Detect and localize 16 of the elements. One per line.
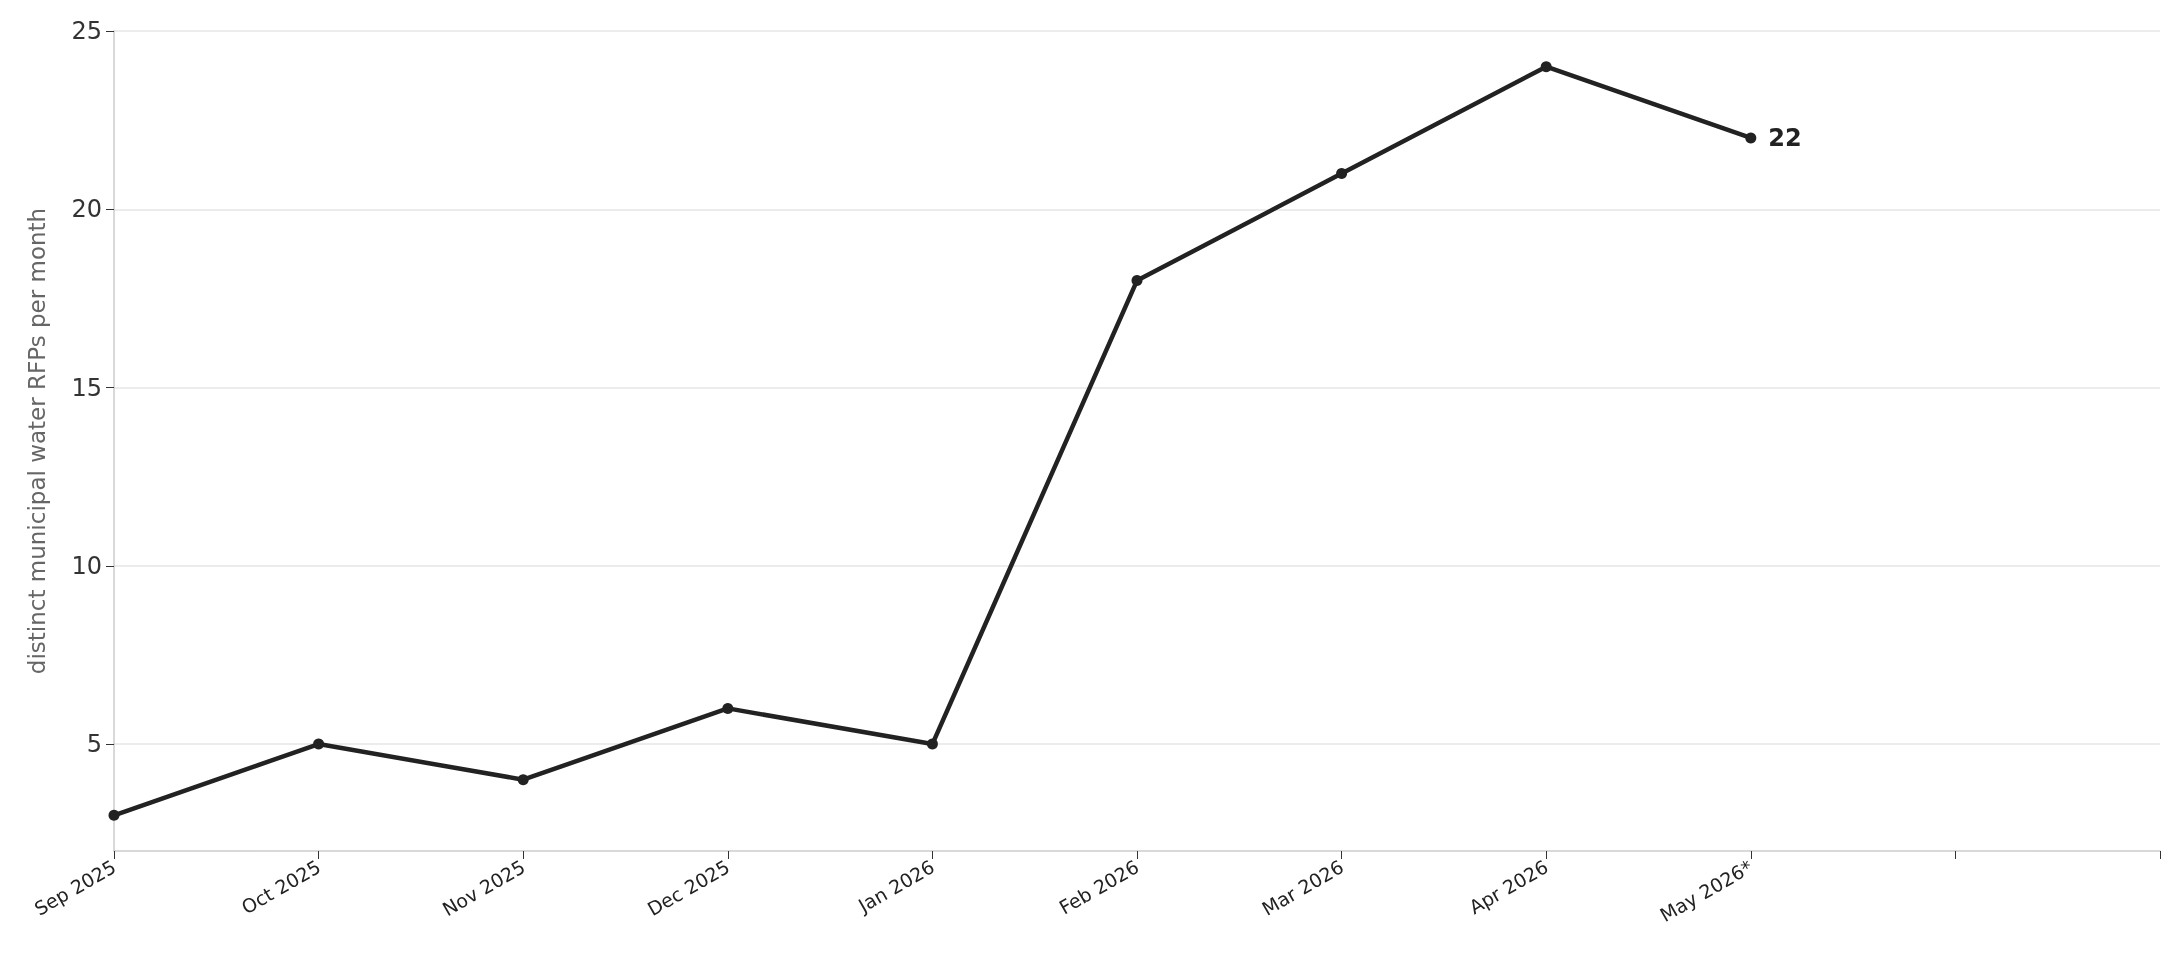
point xyxy=(1540,61,1552,73)
y-tick-label: 25 xyxy=(71,17,102,45)
data-label: 22 xyxy=(1768,123,1802,152)
y-tick-label: 15 xyxy=(71,373,102,402)
point xyxy=(1745,132,1757,144)
y-axis-title: distinct municipal water RFPs per month xyxy=(23,207,50,675)
point xyxy=(517,774,529,786)
point xyxy=(1336,168,1348,180)
y-tick-label: 20 xyxy=(71,195,102,224)
y-tick-label: 10 xyxy=(71,551,102,580)
point xyxy=(313,738,325,750)
point xyxy=(722,702,734,714)
y-tick-label: 5 xyxy=(86,730,102,759)
point xyxy=(926,738,938,750)
point xyxy=(108,809,120,821)
point xyxy=(1131,275,1143,287)
